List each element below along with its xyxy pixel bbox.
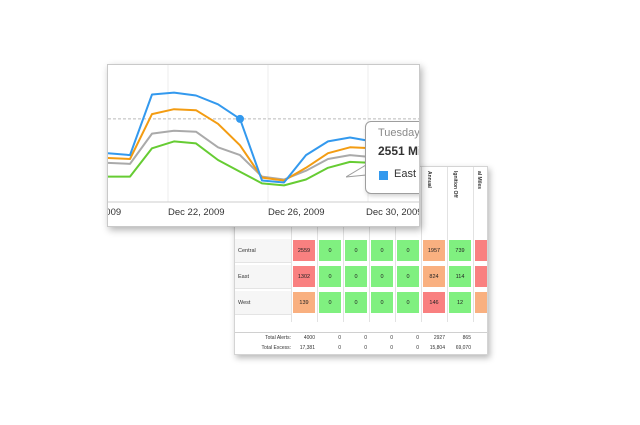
tooltip-date: Tuesday December 25, 2009 <box>378 127 420 139</box>
table-cell[interactable]: 0 <box>396 291 420 314</box>
table-cell[interactable]: 0 <box>318 265 342 288</box>
totals-row: Total Excess: 17,381 0 0 0 0 15,804 69,070 <box>235 343 487 354</box>
column-divider <box>395 167 396 322</box>
column-header-annual[interactable]: Annual <box>417 167 443 237</box>
totals-value: 0 <box>390 345 393 351</box>
totals-value: 0 <box>338 335 341 341</box>
totals-value: 0 <box>364 335 367 341</box>
table-cell-clipped <box>474 239 487 262</box>
totals-label: Total Alerts: <box>265 335 291 341</box>
column-header-label: Annual <box>426 171 432 188</box>
column-divider <box>343 167 344 322</box>
totals-value: 0 <box>416 335 419 341</box>
row-label-central[interactable]: Central <box>235 239 291 263</box>
column-divider <box>447 167 448 322</box>
column-divider <box>421 167 422 322</box>
table-cell[interactable]: 0 <box>396 239 420 262</box>
x-tick-label: Dec 30, 2009 <box>366 207 419 218</box>
table-cell[interactable]: 0 <box>344 265 368 288</box>
table-cell[interactable]: 146 <box>422 291 446 314</box>
chart-tooltip: Tuesday December 25, 2009 2551 Miles Eas… <box>365 121 420 194</box>
totals-value: 865 <box>462 335 471 341</box>
highlighted-point[interactable] <box>236 114 244 123</box>
totals-value: 4000 <box>303 335 315 341</box>
table-cell[interactable]: 0 <box>318 291 342 314</box>
totals-value: 0 <box>390 335 393 341</box>
table-cell[interactable]: 0 <box>370 239 394 262</box>
table-cell[interactable]: 0 <box>370 265 394 288</box>
table-cell[interactable]: 2559 <box>292 239 316 262</box>
column-header-miles[interactable]: al Miles <box>467 167 487 237</box>
table-cell[interactable]: 0 <box>344 291 368 314</box>
column-divider <box>369 167 370 322</box>
series-color-swatch <box>379 171 388 180</box>
totals-value: 69,070 <box>455 345 471 351</box>
totals-value: 0 <box>364 345 367 351</box>
column-header-label: al Miles <box>476 171 482 190</box>
table-cell[interactable]: 0 <box>318 239 342 262</box>
totals-value: 17,381 <box>299 345 315 351</box>
table-cell[interactable]: 739 <box>448 239 472 262</box>
table-cell[interactable]: 1302 <box>292 265 316 288</box>
table-cell[interactable]: 139 <box>292 291 316 314</box>
tooltip-value: 2551 Miles <box>378 144 419 158</box>
series-line-3[interactable] <box>108 140 417 187</box>
x-tick-label: Dec 26, 2009 <box>268 207 325 218</box>
column-header-ignition-off[interactable]: Ignition Off <box>443 167 469 237</box>
totals-row: Total Alerts: 4000 0 0 0 0 2927 865 <box>235 333 487 345</box>
tooltip-series-name: East Fleet <box>394 168 419 180</box>
table-cell[interactable]: 114 <box>448 265 472 288</box>
column-header-label: Ignition Off <box>452 171 458 198</box>
table-cell[interactable]: 1957 <box>422 239 446 262</box>
table-cell[interactable]: 824 <box>422 265 446 288</box>
table-cell[interactable]: 0 <box>396 265 420 288</box>
totals-value: 0 <box>338 345 341 351</box>
table-header-row: Annual Ignition Off al Miles <box>235 167 487 237</box>
table-cell[interactable]: 0 <box>344 239 368 262</box>
table-cell-clipped <box>474 265 487 288</box>
column-divider <box>317 167 318 322</box>
x-tick-label: Dec 22, 2009 <box>168 207 225 218</box>
x-tick-label: 2009 <box>108 207 121 218</box>
line-chart[interactable]: 2009 Dec 22, 2009 Dec 26, 2009 Dec 30, 2009 <box>108 65 419 226</box>
column-divider <box>473 167 474 322</box>
totals-divider <box>235 332 487 333</box>
totals-label: Total Excess: <box>261 345 291 351</box>
row-label-west[interactable]: West <box>235 291 291 315</box>
column-divider <box>291 167 292 322</box>
table-cell[interactable]: 0 <box>370 291 394 314</box>
fleet-mileage-chart-panel: 2009 Dec 22, 2009 Dec 26, 2009 Dec 30, 2009… <box>107 64 420 227</box>
x-axis-ticks: 2009 Dec 22, 2009 Dec 26, 2009 Dec 30, 2009 <box>108 207 419 218</box>
totals-value: 0 <box>416 345 419 351</box>
table-cell-clipped <box>474 291 487 314</box>
totals-value: 15,804 <box>429 345 445 351</box>
row-label-east[interactable]: East <box>235 265 291 289</box>
totals-value: 2927 <box>433 335 445 341</box>
table-cell[interactable]: 12 <box>448 291 472 314</box>
series-lines <box>108 91 417 187</box>
series-line-0[interactable] <box>108 91 417 184</box>
